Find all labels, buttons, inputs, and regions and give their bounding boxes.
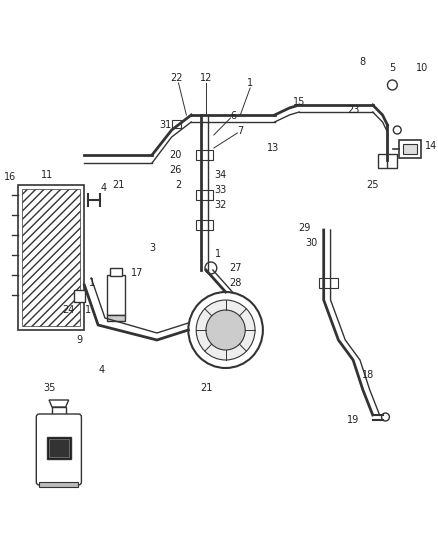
- Bar: [47, 437, 71, 459]
- Bar: [196, 190, 213, 200]
- Bar: [172, 120, 181, 128]
- Text: 11: 11: [41, 170, 53, 180]
- Text: 18: 18: [362, 370, 374, 380]
- Text: 21: 21: [200, 383, 212, 393]
- Text: 34: 34: [215, 170, 227, 180]
- Polygon shape: [49, 400, 69, 407]
- Text: 25: 25: [367, 180, 379, 190]
- Bar: [107, 275, 124, 315]
- Text: 33: 33: [215, 185, 227, 195]
- Circle shape: [196, 300, 255, 360]
- Bar: [403, 144, 417, 154]
- Bar: [21, 189, 81, 326]
- Text: 24: 24: [63, 305, 75, 315]
- Text: 3: 3: [149, 243, 155, 253]
- Bar: [107, 315, 124, 321]
- Circle shape: [205, 262, 217, 274]
- Bar: [196, 150, 213, 160]
- Bar: [399, 140, 421, 158]
- Bar: [52, 407, 66, 417]
- Text: 20: 20: [169, 150, 181, 160]
- Text: 1: 1: [89, 278, 95, 288]
- Text: 4: 4: [101, 183, 107, 193]
- Text: 23: 23: [347, 105, 359, 115]
- Circle shape: [381, 413, 389, 421]
- Text: 31: 31: [159, 120, 172, 130]
- Text: 35: 35: [43, 383, 55, 393]
- Text: 8: 8: [360, 57, 366, 67]
- Text: 7: 7: [237, 126, 244, 136]
- Text: 28: 28: [229, 278, 242, 288]
- Bar: [196, 220, 213, 230]
- Text: 1: 1: [247, 78, 253, 88]
- Text: 1: 1: [85, 305, 92, 315]
- Text: 16: 16: [4, 172, 16, 182]
- Bar: [39, 482, 78, 487]
- Text: 19: 19: [347, 415, 359, 425]
- Text: 1: 1: [215, 249, 221, 259]
- Bar: [319, 278, 339, 288]
- Text: 17: 17: [131, 268, 144, 278]
- Text: 13: 13: [267, 143, 279, 153]
- Bar: [110, 268, 122, 276]
- Text: 29: 29: [298, 223, 310, 233]
- Text: 6: 6: [230, 111, 237, 121]
- Text: 12: 12: [200, 73, 212, 83]
- Text: 2: 2: [175, 180, 181, 190]
- Bar: [18, 185, 85, 330]
- Bar: [49, 439, 69, 457]
- Text: 5: 5: [389, 63, 396, 73]
- Text: 27: 27: [229, 263, 242, 273]
- Bar: [74, 290, 85, 302]
- Bar: [378, 154, 397, 168]
- Circle shape: [388, 80, 397, 90]
- Circle shape: [206, 310, 245, 350]
- Text: 10: 10: [416, 63, 428, 73]
- Text: 4: 4: [99, 365, 105, 375]
- Text: 22: 22: [170, 73, 183, 83]
- Text: 32: 32: [215, 200, 227, 210]
- Text: 15: 15: [293, 97, 305, 107]
- Text: 14: 14: [425, 141, 437, 151]
- FancyBboxPatch shape: [36, 414, 81, 485]
- Text: 9: 9: [76, 335, 82, 345]
- Text: 30: 30: [306, 238, 318, 248]
- Circle shape: [188, 292, 263, 368]
- Text: 21: 21: [113, 180, 125, 190]
- Circle shape: [393, 126, 401, 134]
- Text: 26: 26: [169, 165, 181, 175]
